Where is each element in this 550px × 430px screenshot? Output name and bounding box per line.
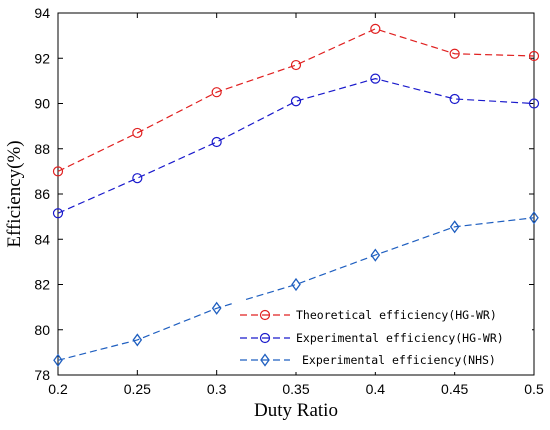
- y-tick-label: 82: [34, 277, 50, 293]
- data-point: [370, 248, 381, 262]
- x-tick-label: 0.5: [524, 381, 544, 397]
- x-tick-label: 0.45: [441, 381, 468, 397]
- series-line: [57, 217, 535, 361]
- data-point: [449, 93, 460, 105]
- legend-marker: [259, 332, 271, 344]
- y-tick-label: 80: [34, 322, 50, 338]
- series-1: [52, 23, 540, 177]
- x-tick-label: 0.4: [366, 381, 386, 397]
- legend-label: Experimental efficiency(NHS): [302, 353, 496, 367]
- data-point: [53, 353, 63, 367]
- data-point: [370, 73, 381, 84]
- data-point: [449, 220, 460, 234]
- legend-marker: [259, 309, 271, 321]
- legend-box: [232, 300, 532, 372]
- x-tick-label: 0.3: [207, 381, 227, 397]
- series-2: [52, 73, 540, 219]
- data-point: [528, 98, 540, 109]
- data-point: [52, 166, 64, 177]
- data-point: [290, 96, 302, 107]
- y-tick-label: 90: [34, 96, 50, 112]
- data-point: [449, 48, 460, 59]
- x-tick-label: 0.2: [48, 381, 68, 397]
- data-point: [528, 50, 540, 62]
- data-point: [370, 23, 381, 34]
- series-group: [52, 23, 540, 367]
- series-line: [57, 77, 535, 214]
- y-axis-label: Efficiency(%): [4, 140, 25, 247]
- legend-label: Theoretical efficiency(HG-WR): [296, 308, 497, 322]
- series-line: [57, 28, 535, 172]
- legend-label: Experimental efficiency(HG-WR): [296, 331, 504, 345]
- y-tick-label: 92: [34, 50, 50, 66]
- data-point: [211, 301, 222, 315]
- data-point: [132, 127, 143, 139]
- series-3: [53, 211, 539, 367]
- x-tick-label: 0.25: [124, 381, 151, 397]
- y-tick-label: 78: [34, 367, 50, 383]
- data-point: [132, 173, 143, 184]
- y-tick-label: 94: [34, 5, 50, 21]
- data-point: [132, 333, 143, 347]
- y-tick-label: 86: [34, 186, 50, 202]
- axis-ticks: 0.2 0.25 0.3 0.35 0.4 0.45 0.5 78 80 82 84 86 88 90 92…: [34, 5, 544, 397]
- data-point: [211, 87, 222, 98]
- data-point: [52, 208, 64, 219]
- y-tick-label: 88: [34, 141, 50, 157]
- x-axis-label: Duty Ratio: [254, 400, 338, 421]
- legend-marker: [260, 353, 270, 367]
- data-point: [529, 211, 539, 225]
- data-point: [290, 59, 302, 71]
- legend: Theoretical efficiency(HG-WR) Experimenta…: [232, 300, 532, 372]
- data-point: [211, 136, 222, 148]
- data-point: [291, 277, 301, 292]
- y-tick-label: 84: [34, 231, 50, 247]
- x-tick-label: 0.35: [282, 381, 309, 397]
